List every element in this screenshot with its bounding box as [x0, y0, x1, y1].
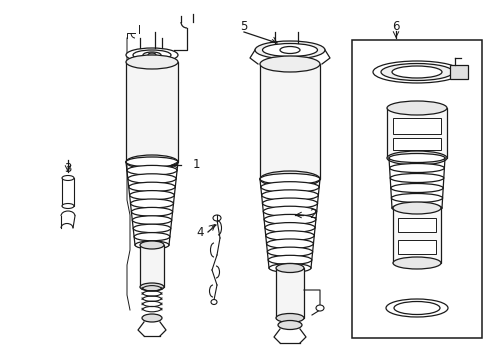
Text: 6: 6 — [391, 19, 399, 32]
Ellipse shape — [393, 302, 439, 315]
Ellipse shape — [260, 171, 319, 187]
Ellipse shape — [390, 184, 442, 193]
Bar — [351, 40, 481, 338]
Text: 5: 5 — [240, 19, 247, 32]
Ellipse shape — [210, 300, 217, 305]
Ellipse shape — [386, 101, 446, 115]
Bar — [275, 268, 304, 318]
Ellipse shape — [386, 151, 446, 165]
Ellipse shape — [380, 63, 452, 81]
Ellipse shape — [140, 283, 163, 291]
Ellipse shape — [62, 203, 74, 208]
Ellipse shape — [391, 66, 441, 78]
Ellipse shape — [265, 231, 314, 240]
Bar — [397, 240, 435, 254]
Text: 2: 2 — [308, 208, 316, 221]
Ellipse shape — [389, 163, 444, 172]
Bar — [62, 178, 74, 206]
Ellipse shape — [262, 198, 317, 208]
Ellipse shape — [133, 50, 171, 60]
Ellipse shape — [260, 56, 319, 72]
Ellipse shape — [133, 224, 170, 233]
Ellipse shape — [126, 155, 178, 169]
Ellipse shape — [390, 194, 442, 202]
Ellipse shape — [132, 216, 171, 224]
Ellipse shape — [267, 247, 312, 256]
Ellipse shape — [128, 182, 175, 192]
Bar — [392, 138, 440, 150]
Ellipse shape — [391, 203, 441, 212]
Ellipse shape — [268, 264, 310, 273]
Ellipse shape — [126, 48, 178, 62]
Ellipse shape — [142, 52, 161, 58]
Bar — [392, 118, 440, 134]
Text: 1: 1 — [192, 158, 199, 171]
Ellipse shape — [62, 175, 74, 180]
Ellipse shape — [388, 153, 444, 162]
Ellipse shape — [142, 314, 162, 322]
Ellipse shape — [126, 157, 178, 167]
Ellipse shape — [260, 182, 319, 193]
Ellipse shape — [135, 241, 169, 249]
Ellipse shape — [385, 299, 447, 317]
Ellipse shape — [372, 61, 460, 83]
Ellipse shape — [278, 320, 302, 329]
Bar — [140, 245, 163, 287]
Ellipse shape — [264, 222, 314, 233]
Ellipse shape — [254, 41, 325, 59]
Ellipse shape — [262, 44, 317, 57]
Ellipse shape — [275, 314, 304, 323]
Ellipse shape — [266, 239, 313, 248]
Ellipse shape — [134, 233, 169, 241]
Ellipse shape — [260, 174, 319, 184]
Ellipse shape — [131, 207, 172, 216]
Ellipse shape — [392, 257, 440, 269]
Ellipse shape — [263, 206, 316, 216]
Ellipse shape — [148, 53, 156, 57]
Ellipse shape — [267, 255, 311, 265]
Bar — [386, 108, 446, 158]
Ellipse shape — [140, 241, 163, 249]
Bar — [397, 218, 435, 232]
Ellipse shape — [315, 305, 324, 311]
Text: 3: 3 — [64, 162, 72, 175]
Ellipse shape — [213, 215, 221, 221]
Ellipse shape — [129, 190, 174, 200]
Bar — [126, 62, 178, 162]
Ellipse shape — [127, 174, 176, 183]
Ellipse shape — [130, 199, 173, 208]
Ellipse shape — [264, 215, 315, 225]
Bar — [449, 65, 467, 79]
Bar — [392, 208, 440, 263]
Ellipse shape — [126, 55, 178, 69]
Ellipse shape — [280, 46, 299, 54]
Text: 4: 4 — [196, 225, 203, 238]
Bar — [260, 64, 319, 179]
Ellipse shape — [275, 264, 304, 273]
Ellipse shape — [261, 190, 318, 201]
Ellipse shape — [389, 174, 443, 183]
Ellipse shape — [392, 202, 440, 214]
Ellipse shape — [127, 165, 177, 175]
